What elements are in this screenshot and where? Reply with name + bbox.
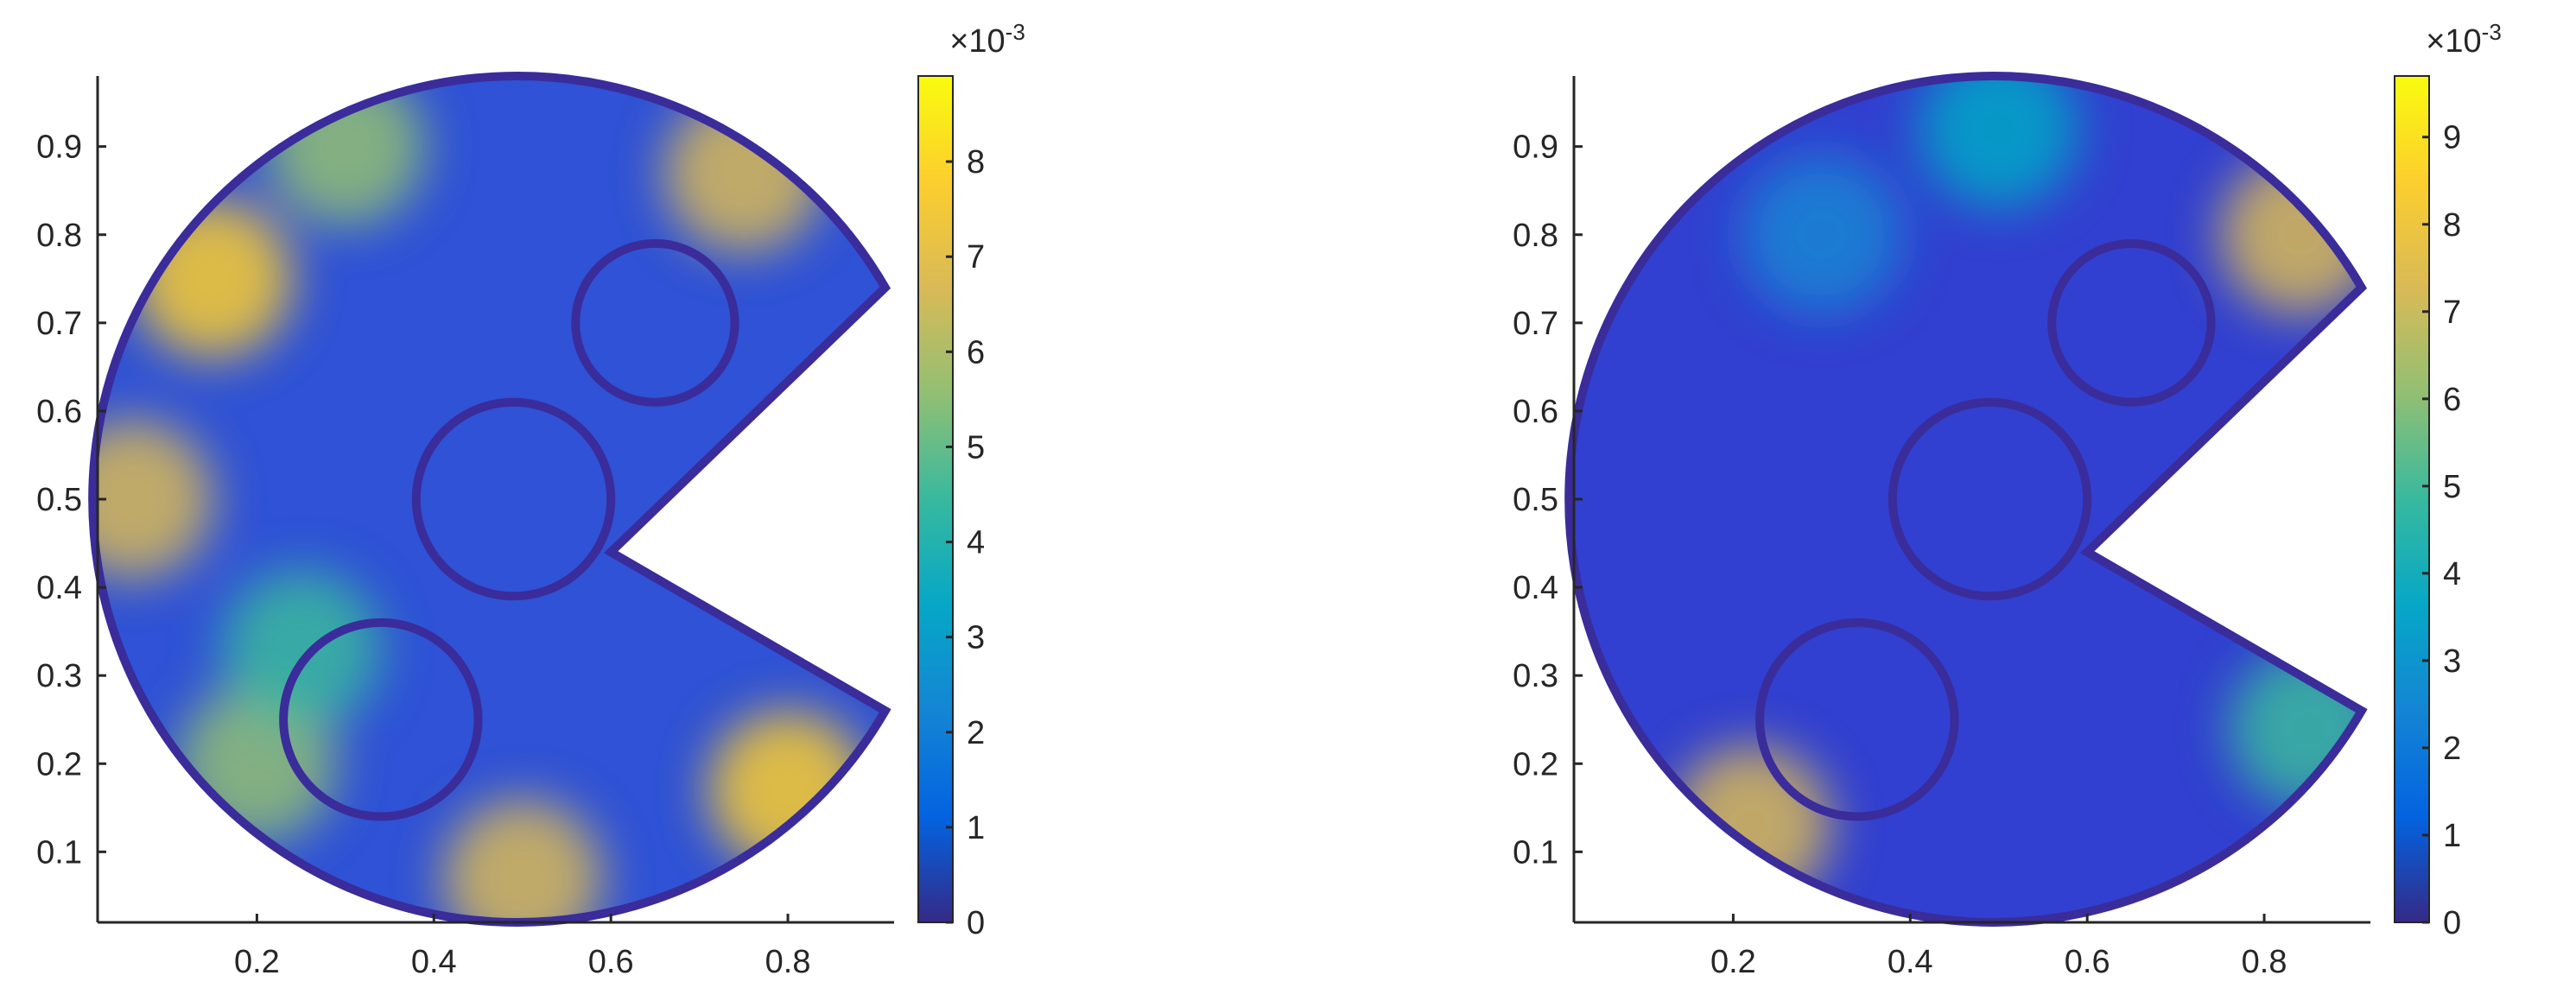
y-tick-label: 0.8 (1513, 218, 1558, 254)
colorbar-tick-label: 1 (2443, 818, 2461, 854)
colorbar-tick-label: 7 (2443, 294, 2461, 331)
y-tick-label: 0.7 (36, 306, 82, 342)
colorbar-2: 0 1 2 3 4 5 6 7 8 9 ×10-3 (2394, 19, 2502, 941)
colorbar-1: 0 1 2 3 4 5 6 7 8 ×10-3 (917, 19, 1025, 941)
colorbar-scale (917, 75, 954, 923)
hot-spot (442, 799, 602, 922)
y-tick-label: 0.1 (1513, 834, 1558, 871)
heatmap-panel-2: 0.2 0.4 0.6 0.8 0.1 0.2 0.3 0.4 0.5 0.6 0.7 0.8 0.9 0… (1513, 19, 2502, 980)
x-tick-label: 0.2 (234, 944, 280, 980)
domain-boundary (1564, 72, 2368, 927)
y-tick-label: 0.9 (36, 130, 82, 166)
colorbar-tick-label: 7 (967, 239, 985, 276)
x-tick-label: 0.6 (588, 944, 634, 980)
colorbar-tick-label: 1 (967, 810, 985, 846)
colorbar-tick-label: 4 (967, 525, 985, 561)
y-tick-label: 0.3 (36, 658, 82, 694)
y-tick-label: 0.1 (36, 834, 82, 871)
y-tick-label: 0.4 (36, 570, 82, 606)
heatmap-panel-1: 0.2 0.4 0.6 0.8 0.1 0.2 0.3 0.4 0.5 0.6 0.7 0.8 0.9 0… (36, 19, 1025, 980)
x-tick-label: 0.4 (411, 944, 457, 980)
colorbar-tick-label: 6 (967, 334, 985, 370)
x-tick-label: 0.8 (765, 944, 811, 980)
y-tick-label: 0.5 (1513, 482, 1558, 518)
colorbar-tick-label: 5 (967, 429, 985, 466)
y-tick-label: 0.4 (1513, 570, 1558, 606)
colorbar-tick-label: 0 (967, 905, 985, 941)
hot-spot (707, 711, 868, 870)
hot-spot (221, 569, 381, 729)
colorbar-scale (2394, 75, 2430, 923)
colorbar-tick-label: 2 (967, 715, 985, 751)
colorbar-tick-label: 8 (2443, 207, 2461, 244)
y-tick-label: 0.6 (36, 394, 82, 430)
hot-spot (1742, 155, 1902, 314)
x-tick-label: 0.4 (1888, 944, 1933, 980)
y-tick-label: 0.8 (36, 218, 82, 254)
colorbar-tick-label: 8 (967, 144, 985, 180)
colorbar-tick-label: 2 (2443, 731, 2461, 767)
colorbar-tick-label: 9 (2443, 120, 2461, 156)
colorbar-tick-label: 3 (2443, 643, 2461, 680)
colorbar-tick-label: 5 (2443, 469, 2461, 505)
colorbar-tick-label: 3 (967, 620, 985, 656)
y-tick-label: 0.3 (1513, 658, 1558, 694)
colorbar-tick-label: 0 (2443, 905, 2461, 941)
y-tick-label: 0.6 (1513, 394, 1558, 430)
colorbar-exponent: ×10-3 (949, 19, 1025, 60)
field-1 (92, 75, 885, 922)
colorbar-exponent: ×10-3 (2426, 19, 2502, 60)
hot-spot (1919, 75, 2078, 209)
x-tick-label: 0.2 (1710, 944, 1756, 980)
domain-boundary (88, 72, 891, 927)
y-tick-label: 0.2 (36, 746, 82, 782)
colorbar-tick-label: 6 (2443, 382, 2461, 418)
x-tick-label: 0.8 (2242, 944, 2287, 980)
y-tick-label: 0.9 (1513, 130, 1558, 166)
y-tick-label: 0.2 (1513, 746, 1558, 782)
hot-spot (663, 93, 824, 253)
colorbar-tick-label: 4 (2443, 556, 2461, 592)
x-tick-label: 0.6 (2065, 944, 2110, 980)
y-tick-label: 0.7 (1513, 306, 1558, 342)
y-tick-label: 0.5 (36, 482, 82, 518)
